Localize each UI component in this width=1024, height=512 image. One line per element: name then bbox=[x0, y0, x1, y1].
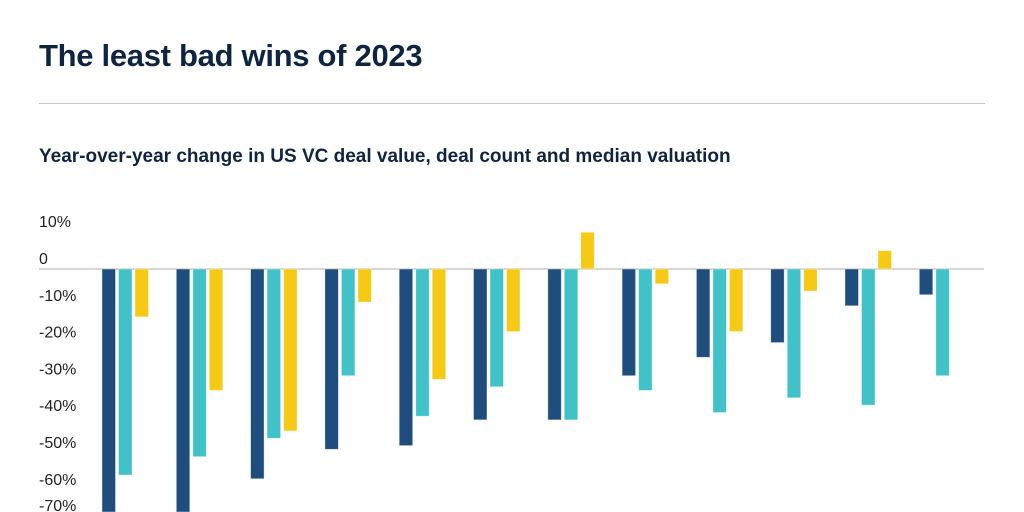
bar-series-2 bbox=[712, 268, 727, 413]
y-tick-label: 0 bbox=[39, 251, 48, 268]
bar-series-1 bbox=[250, 268, 265, 480]
y-tick-label: -50% bbox=[39, 435, 76, 452]
bar-series-2 bbox=[118, 268, 133, 476]
bar-series-1 bbox=[844, 268, 859, 307]
bar-series-2 bbox=[266, 268, 282, 439]
bar-series-1 bbox=[175, 268, 191, 512]
bar-series-1 bbox=[696, 268, 711, 358]
bar-series-3 bbox=[580, 231, 595, 270]
bar-series-3 bbox=[877, 250, 892, 270]
bar-series-3 bbox=[208, 268, 224, 391]
bar-series-1 bbox=[770, 268, 785, 343]
bar-series-2 bbox=[786, 268, 802, 399]
chart-subtitle: Year-over-year change in US VC deal valu… bbox=[39, 146, 731, 167]
bar-series-1 bbox=[547, 268, 562, 421]
y-tick-label: -60% bbox=[39, 472, 76, 489]
y-tick-label: -40% bbox=[39, 398, 76, 415]
bar-series-2 bbox=[563, 268, 579, 421]
bar-series-1 bbox=[473, 268, 488, 421]
bar-series-3 bbox=[803, 268, 818, 292]
bar-series-1 bbox=[101, 268, 116, 512]
bar-series-3 bbox=[134, 268, 149, 318]
bar-series-3 bbox=[729, 268, 744, 332]
divider bbox=[39, 103, 985, 104]
bar-series-1 bbox=[621, 268, 636, 377]
bar-series-2 bbox=[340, 268, 356, 377]
bar-series-3 bbox=[506, 268, 521, 332]
bar-series-1 bbox=[398, 268, 414, 447]
y-tick-label: -70% bbox=[39, 498, 76, 512]
y-tick-label: -20% bbox=[39, 325, 76, 342]
y-tick-label: -10% bbox=[39, 288, 76, 305]
bar-series-2 bbox=[861, 268, 876, 406]
bar-series-3 bbox=[431, 268, 447, 380]
bar-series-3 bbox=[357, 268, 372, 303]
bar-series-1 bbox=[918, 268, 934, 296]
bar-series-2 bbox=[638, 268, 653, 391]
bar-series-2 bbox=[415, 268, 430, 417]
bar-series-2 bbox=[489, 268, 504, 388]
bar-series-3 bbox=[654, 268, 669, 285]
bar-series-1 bbox=[324, 268, 339, 450]
chart-title: The least bad wins of 2023 bbox=[39, 38, 423, 73]
y-tick-label: 10% bbox=[39, 214, 71, 231]
bar-series-2 bbox=[192, 268, 207, 458]
bar-series-3 bbox=[283, 268, 298, 432]
bar-series-2 bbox=[935, 268, 950, 377]
y-tick-label: -30% bbox=[39, 361, 76, 378]
